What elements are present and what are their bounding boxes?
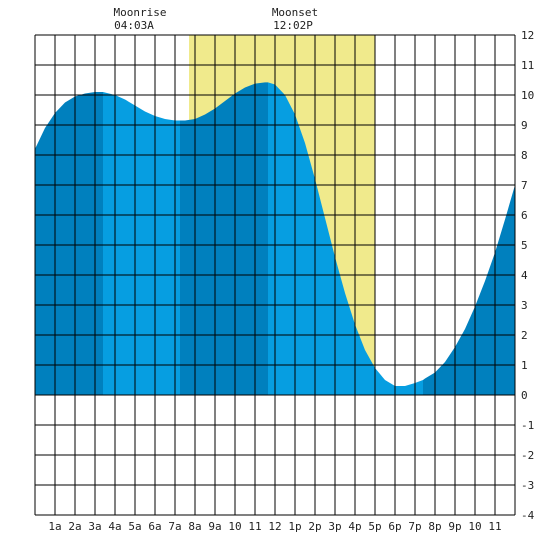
x-tick-label: 12 — [268, 520, 281, 533]
tide-area-layer — [35, 82, 515, 396]
x-tick-label: 6a — [148, 520, 161, 533]
tide-band-3 — [180, 82, 268, 396]
tick-labels-layer: 1a 2a 3a 4a 5a 6a 7a 8a 9a 10 11 12 1p 2p 3p 4p 5p 6p 7p 8p… — [48, 29, 534, 533]
y-tick-label: 7 — [521, 179, 528, 192]
y-tick-label: 2 — [521, 329, 528, 342]
y-tick-label: 1 — [521, 359, 528, 372]
x-tick-label: 10 — [228, 520, 241, 533]
x-tick-label: 8a — [188, 520, 201, 533]
y-tick-label: 8 — [521, 149, 528, 162]
y-tick-label: 6 — [521, 209, 528, 222]
y-tick-label: -4 — [521, 509, 535, 522]
moonrise-label: Moonrise — [114, 6, 167, 19]
x-tick-label: 3p — [328, 520, 341, 533]
tide-band-1 — [35, 92, 103, 395]
x-tick-label: 6p — [388, 520, 401, 533]
x-tick-label: 8p — [428, 520, 441, 533]
moonset-label: Moonset — [272, 6, 318, 19]
y-tick-label: 11 — [521, 59, 534, 72]
y-tick-label: -3 — [521, 479, 534, 492]
x-tick-label: 1p — [288, 520, 301, 533]
tide-band-5 — [423, 185, 515, 395]
moon-labels: Moonrise 04:03A Moonset 12:02P — [114, 6, 319, 32]
x-tick-label: 2a — [68, 520, 81, 533]
grid-layer — [34, 34, 516, 516]
x-tick-label: 5a — [128, 520, 141, 533]
x-tick-label: 10 — [468, 520, 481, 533]
y-tick-label: 5 — [521, 239, 528, 252]
y-tick-label: 10 — [521, 89, 534, 102]
x-tick-label: 5p — [368, 520, 381, 533]
moonset-time: 12:02P — [273, 19, 313, 32]
y-tick-label: 0 — [521, 389, 528, 402]
x-tick-label: 1a — [48, 520, 61, 533]
x-tick-label: 7a — [168, 520, 181, 533]
tide-band-4 — [268, 82, 423, 396]
x-tick-label: 3a — [88, 520, 101, 533]
x-tick-label: 11 — [488, 520, 501, 533]
x-tick-label: 4p — [348, 520, 361, 533]
y-tick-label: 12 — [521, 29, 534, 42]
moonrise-time: 04:03A — [114, 19, 154, 32]
y-tick-label: -2 — [521, 449, 534, 462]
x-tick-label: 9a — [208, 520, 221, 533]
y-tick-label: 9 — [521, 119, 528, 132]
x-tick-label: 9p — [448, 520, 461, 533]
y-tick-label: -1 — [521, 419, 534, 432]
y-tick-label: 4 — [521, 269, 528, 282]
x-tick-label: 2p — [308, 520, 321, 533]
x-tick-label: 11 — [248, 520, 261, 533]
x-tick-label: 4a — [108, 520, 121, 533]
y-tick-label: 3 — [521, 299, 528, 312]
tide-band-2 — [103, 92, 180, 395]
x-tick-label: 7p — [408, 520, 421, 533]
